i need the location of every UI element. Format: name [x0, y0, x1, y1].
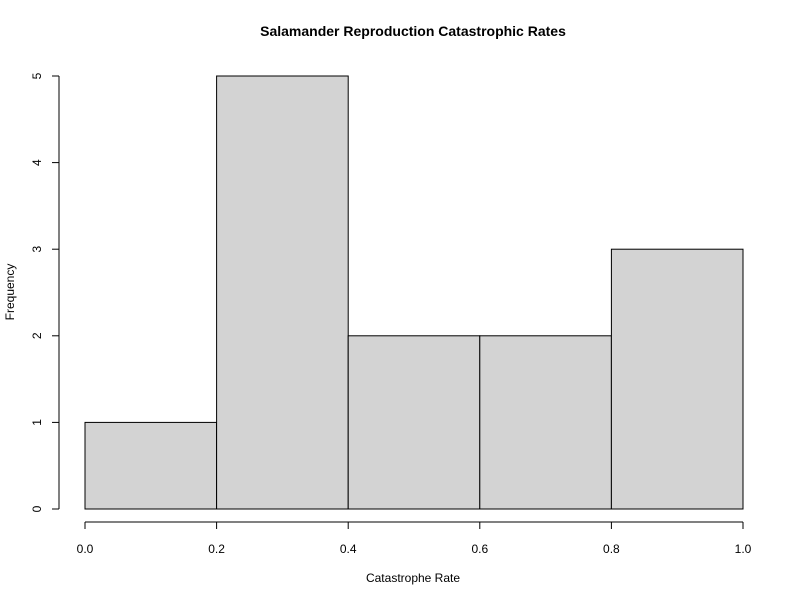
x-tick-label: 0.2: [208, 542, 225, 556]
x-tick-label: 0.6: [471, 542, 488, 556]
y-tick-label: 4: [30, 159, 44, 166]
y-axis: 0 1 2 3 4 5: [30, 72, 60, 512]
y-tick-label: 2: [30, 332, 44, 339]
chart-title: Salamander Reproduction Catastrophic Rat…: [260, 23, 566, 39]
x-tick-label: 1.0: [735, 542, 752, 556]
x-tick-label: 0.0: [77, 542, 94, 556]
x-axis: 0.0 0.2 0.4 0.6 0.8 1.0: [77, 521, 752, 556]
y-tick-label: 0: [30, 505, 44, 512]
histogram-bar: [610, 248, 744, 510]
histogram-bar: [216, 75, 349, 510]
histogram-bar: [347, 335, 481, 510]
histogram-bar: [84, 421, 218, 510]
x-axis-label: Catastrophe Rate: [366, 571, 460, 585]
y-tick-label: 1: [30, 419, 44, 426]
bars-group: [84, 75, 744, 510]
x-tick-label: 0.8: [603, 542, 620, 556]
y-tick-label: 3: [30, 246, 44, 253]
y-tick-label: 5: [30, 72, 44, 79]
x-tick-label: 0.4: [340, 542, 357, 556]
histogram-bar: [479, 335, 612, 510]
y-axis-label: Frequency: [3, 264, 17, 321]
